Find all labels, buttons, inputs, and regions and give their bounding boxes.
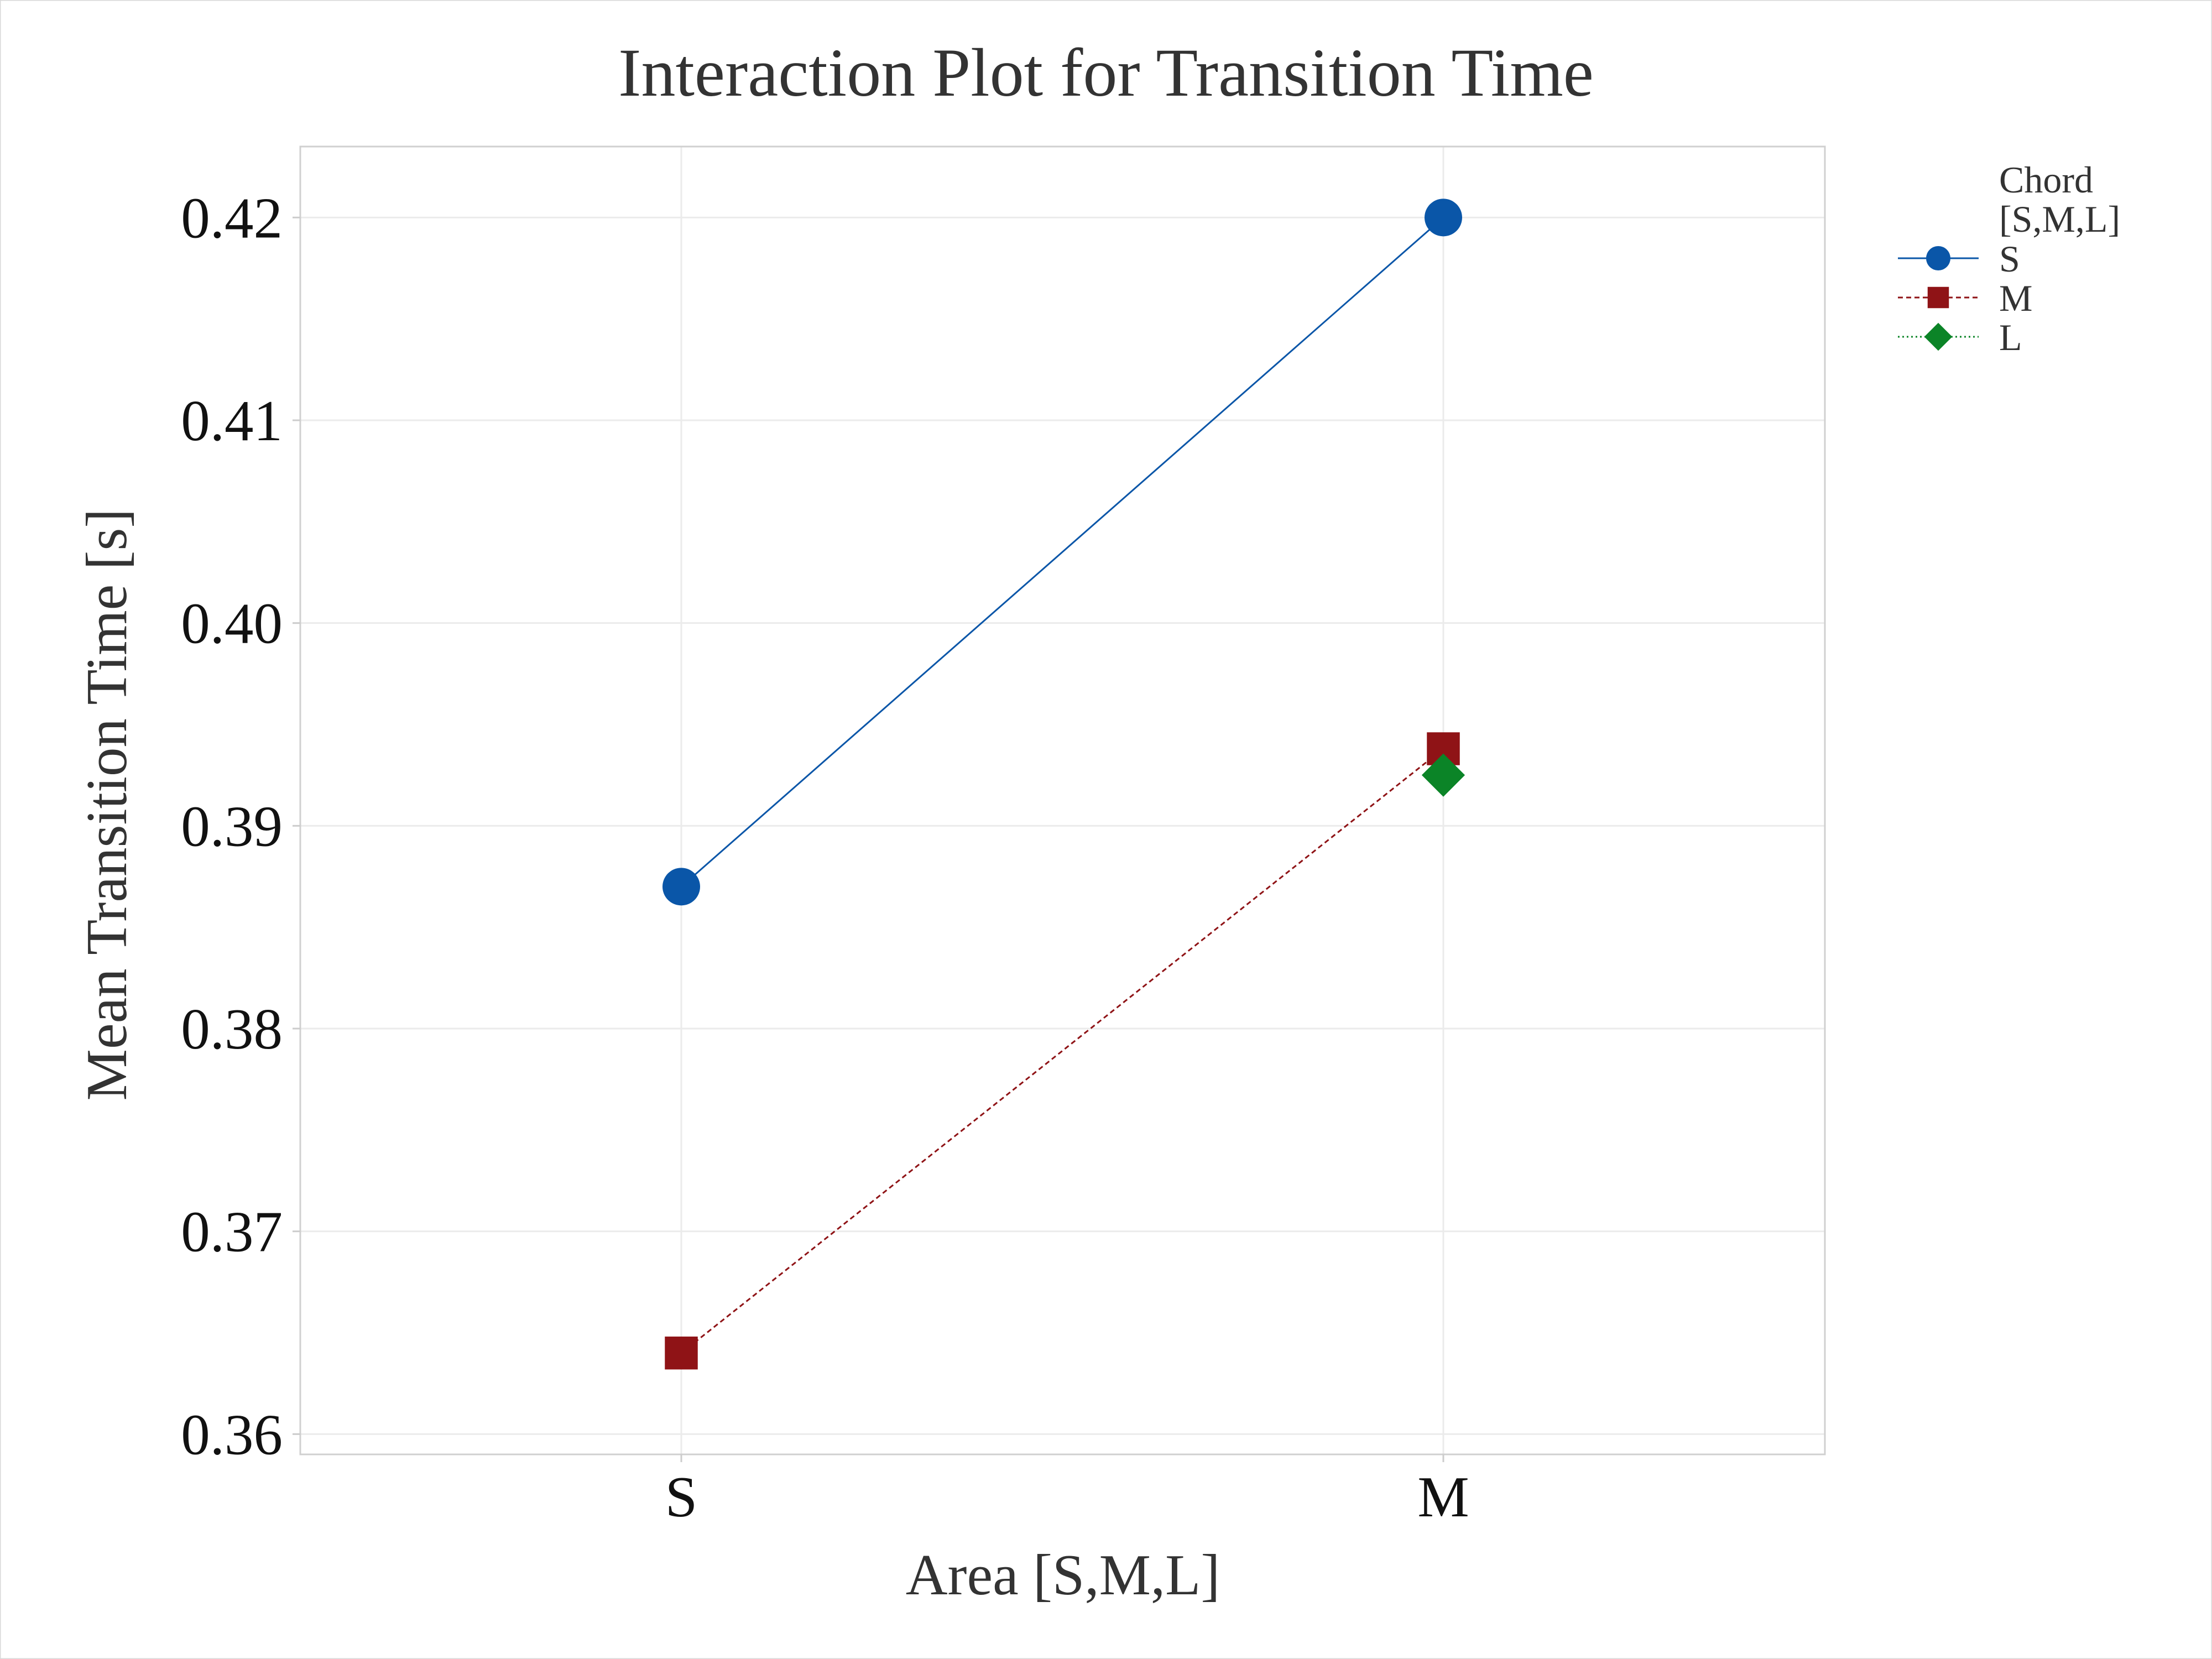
- legend-item-L: L: [1898, 316, 2022, 358]
- y-tick-label: 0.37: [181, 1199, 283, 1264]
- legend-marker-S: [1926, 246, 1950, 270]
- data-point-M-S: [665, 1336, 698, 1370]
- series-line-M: [681, 748, 1444, 1354]
- legend-items: SML: [1898, 238, 2032, 358]
- series-line-S: [681, 217, 1444, 888]
- y-tick-label: 0.41: [181, 388, 283, 453]
- series-markers: [662, 199, 1465, 1370]
- y-axis-label: Mean Transition Time [s]: [74, 509, 139, 1101]
- data-point-S-M: [1425, 199, 1462, 237]
- y-tick-label: 0.36: [181, 1402, 283, 1467]
- legend-item-S: S: [1898, 238, 2020, 280]
- plot-area: [299, 145, 1826, 1455]
- x-axis-label: Area [S,M,L]: [906, 1542, 1220, 1607]
- y-tick-label: 0.40: [181, 591, 283, 656]
- y-tick-label: 0.38: [181, 997, 283, 1061]
- legend-marker-M: [1927, 286, 1949, 309]
- legend-label: M: [1999, 277, 2032, 319]
- x-tick-label: M: [1417, 1464, 1469, 1529]
- legend-item-M: M: [1898, 277, 2032, 319]
- y-tick-label: 0.42: [181, 185, 283, 250]
- y-tick-label: 0.39: [181, 794, 283, 858]
- y-tick-labels: 0.36 0.37 0.38 0.39 0.40 0.41 0.42: [181, 185, 300, 1467]
- chart-title: Interaction Plot for Transition Time: [618, 35, 1594, 111]
- legend-label: L: [1999, 316, 2022, 358]
- data-point-L-M: [1421, 753, 1465, 797]
- gridlines: [300, 147, 1825, 1454]
- x-tick-label: S: [665, 1464, 697, 1529]
- legend-title-line-2: [S,M,L]: [1999, 198, 2120, 240]
- series-lines: [681, 217, 1444, 1354]
- legend: Chord [S,M,L] SML: [1898, 159, 2120, 358]
- legend-marker-L: [1924, 322, 1953, 351]
- legend-label: S: [1999, 238, 2020, 280]
- data-point-S-S: [662, 868, 700, 906]
- legend-title-line-1: Chord: [1999, 159, 2093, 201]
